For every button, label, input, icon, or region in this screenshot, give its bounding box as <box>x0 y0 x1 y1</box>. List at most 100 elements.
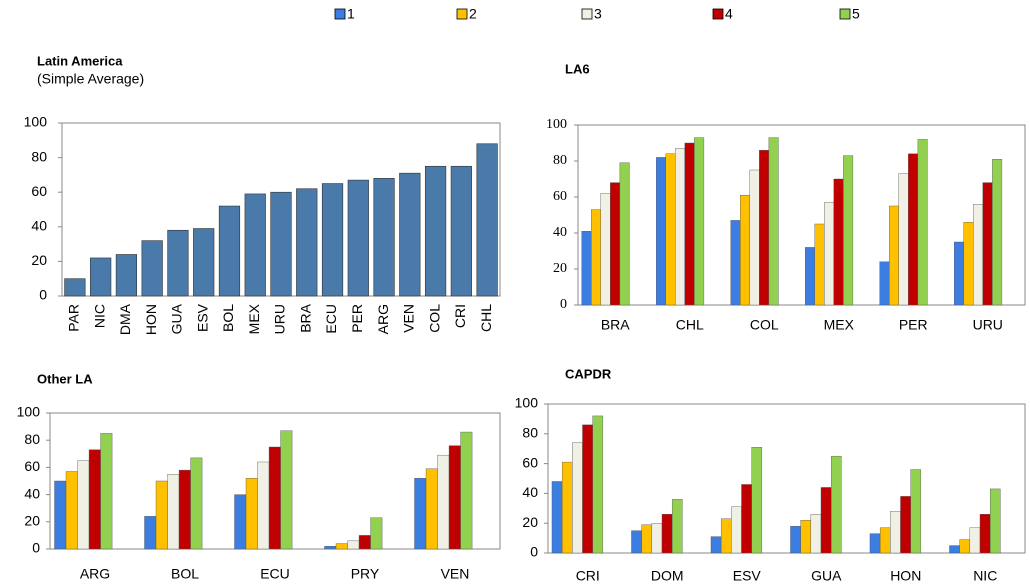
x-tick-label: DOM <box>651 568 684 584</box>
bar <box>879 261 890 306</box>
bar <box>992 158 1003 306</box>
bar <box>65 471 78 550</box>
bar <box>954 241 964 306</box>
bar <box>460 431 473 550</box>
bar <box>824 202 835 306</box>
bar <box>100 433 113 550</box>
x-tick-label: CRI <box>576 568 600 584</box>
y-tick-label: 60 <box>553 189 567 204</box>
legend-swatch <box>456 8 468 20</box>
bar <box>257 461 270 550</box>
x-tick-label: ECU <box>260 566 290 582</box>
x-tick-label: HON <box>890 568 921 584</box>
y-tick-label: 0 <box>39 287 47 303</box>
legend-label: 4 <box>725 6 733 22</box>
x-tick-label: VEN <box>441 566 470 582</box>
y-tick-label: 40 <box>31 218 47 234</box>
bar <box>879 527 891 554</box>
bar <box>115 254 138 297</box>
bar <box>90 257 112 297</box>
bar <box>582 424 593 554</box>
bar <box>908 153 919 306</box>
bar <box>218 205 241 297</box>
x-tick-label: ESV <box>194 303 210 332</box>
bar <box>619 162 630 306</box>
x-tick-label: GUA <box>169 303 185 334</box>
bar <box>77 460 90 550</box>
y-tick-label: 0 <box>560 297 567 312</box>
bar <box>347 540 360 550</box>
bar <box>830 455 842 554</box>
legend-label: 2 <box>469 6 477 22</box>
x-tick-label: GUA <box>811 568 842 584</box>
bar <box>280 430 293 550</box>
y-tick-label: 80 <box>31 148 47 164</box>
x-tick-label: PAR <box>66 304 82 332</box>
bar <box>833 178 844 306</box>
bar <box>910 469 922 554</box>
y-tick-label: 20 <box>31 252 47 268</box>
y-tick-label: 80 <box>553 153 567 168</box>
bar <box>54 480 67 550</box>
x-tick-label: VEN <box>401 304 417 333</box>
bar <box>155 480 168 550</box>
chart-title: LA6 <box>565 61 590 76</box>
bar <box>437 454 450 550</box>
bar <box>600 193 611 306</box>
bar <box>167 229 189 297</box>
bar <box>476 143 498 297</box>
bar <box>979 514 991 554</box>
legend-swatch <box>334 8 346 20</box>
bar <box>810 514 822 554</box>
bar <box>399 172 421 297</box>
y-tick-label: 60 <box>522 454 538 470</box>
x-tick-label: URU <box>973 317 1003 333</box>
bar <box>296 188 318 297</box>
x-tick-label: ESV <box>733 568 762 584</box>
x-tick-label: URU <box>272 304 288 334</box>
bar <box>141 240 163 297</box>
chart-subtitle: (Simple Average) <box>37 71 144 87</box>
bar <box>358 535 371 550</box>
bar <box>551 481 563 554</box>
bar <box>581 230 592 306</box>
bar <box>843 155 854 306</box>
bar <box>656 157 666 306</box>
y-tick-label: 20 <box>522 514 538 530</box>
bar <box>591 209 601 306</box>
bar <box>190 457 203 550</box>
bar <box>720 518 732 554</box>
bar <box>572 442 583 554</box>
bar <box>370 517 383 550</box>
y-tick-label: 40 <box>522 484 538 500</box>
legend-swatch <box>839 8 851 20</box>
bar <box>347 179 369 297</box>
bar <box>814 223 825 306</box>
x-tick-label: ARG <box>375 304 391 334</box>
bar <box>889 205 899 306</box>
bar <box>963 221 974 306</box>
x-tick-label: PER <box>349 304 365 333</box>
bar <box>751 447 763 554</box>
chart-title: Latin America <box>37 53 123 68</box>
bar <box>321 183 344 297</box>
bar <box>969 527 981 554</box>
bar <box>270 191 292 297</box>
bar <box>900 496 911 554</box>
x-tick-label: MEX <box>824 317 855 333</box>
y-tick-label: 60 <box>31 183 47 199</box>
bar <box>592 415 604 554</box>
x-tick-label: CRI <box>452 304 468 328</box>
bar <box>730 220 741 306</box>
x-tick-label: NIC <box>91 304 107 328</box>
legend-label: 3 <box>594 6 602 22</box>
bar <box>245 478 258 550</box>
y-tick-label: 100 <box>515 395 539 411</box>
bar <box>959 539 971 554</box>
y-tick-label: 40 <box>553 225 567 240</box>
bar <box>651 523 663 554</box>
bar <box>800 520 812 554</box>
x-tick-label: ARG <box>80 566 110 582</box>
x-tick-label: PRY <box>351 566 380 582</box>
